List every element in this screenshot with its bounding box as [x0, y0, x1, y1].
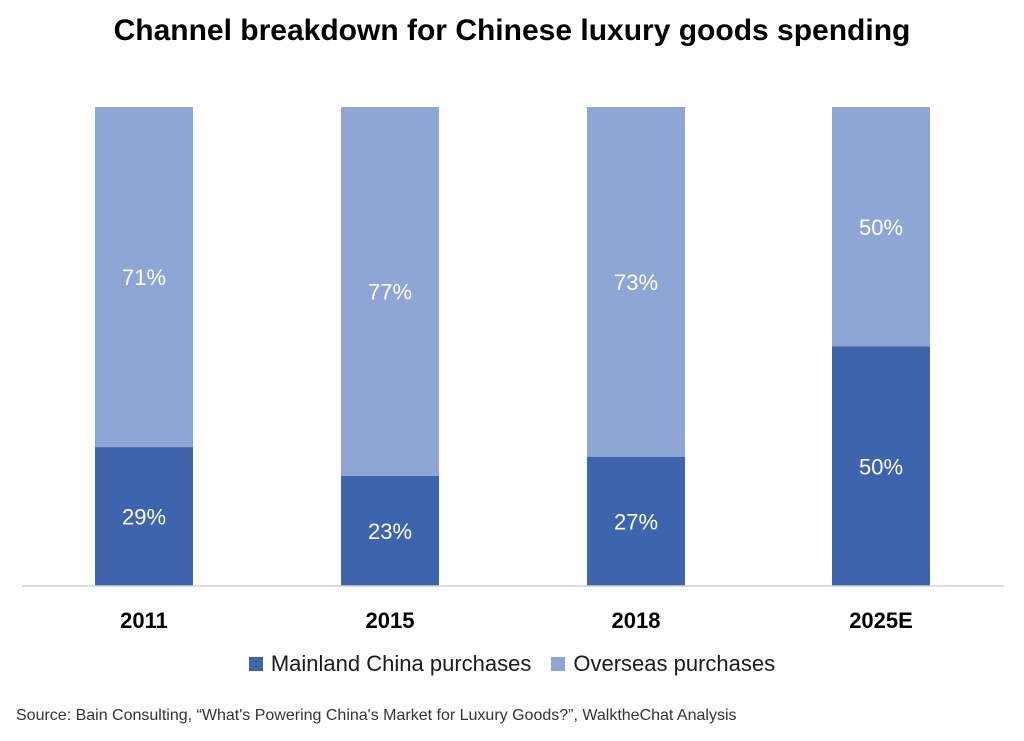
- chart-title: Channel breakdown for Chinese luxury goo…: [113, 14, 911, 47]
- legend: Mainland China purchases Overseas purcha…: [0, 651, 1024, 677]
- data-label-mainland-2018: 27%: [614, 509, 658, 534]
- legend-label-mainland: Mainland China purchases: [270, 651, 532, 676]
- bar-segment-mainland-2011: [95, 447, 193, 586]
- x-tick-label-2011: 2011: [120, 608, 168, 633]
- x-tick-label-2018: 2018: [612, 608, 661, 633]
- legend-label-overseas: Overseas purchases: [573, 651, 776, 676]
- data-label-mainland-2011: 29%: [122, 505, 166, 530]
- data-label-mainland-2025e: 50%: [859, 454, 903, 479]
- legend-swatch-overseas: [551, 657, 566, 671]
- bar-segment-overseas-2015: [341, 107, 439, 476]
- data-label-overseas-2025e: 50%: [859, 215, 903, 240]
- legend-swatch-mainland: [248, 657, 263, 671]
- bars-layer: [95, 107, 930, 586]
- bar-segment-mainland-2025e: [832, 346, 930, 586]
- bar-segment-mainland-2018: [587, 456, 685, 586]
- bar-segment-overseas-2018: [587, 107, 685, 457]
- x-tick-label-2015: 2015: [366, 608, 415, 633]
- data-label-overseas-2015: 77%: [368, 279, 412, 304]
- labels-layer: 29% 71% 2011 23% 77% 2015 27% 73% 2018 50% 50% 2025…: [120, 215, 913, 633]
- data-label-overseas-2018: 73%: [614, 270, 658, 295]
- source-note: Source: Bain Consulting, “What's Powerin…: [16, 707, 737, 724]
- legend-item-overseas: Overseas purchases: [551, 651, 775, 677]
- x-tick-label-2025e: 2025E: [849, 608, 913, 633]
- bar-segment-overseas-2011: [95, 107, 193, 448]
- data-label-overseas-2011: 71%: [122, 265, 166, 290]
- bar-segment-mainland-2015: [341, 475, 439, 586]
- legend-item-mainland: Mainland China purchases: [248, 651, 532, 677]
- data-label-mainland-2015: 23%: [368, 519, 412, 544]
- bar-segment-overseas-2025e: [832, 107, 930, 347]
